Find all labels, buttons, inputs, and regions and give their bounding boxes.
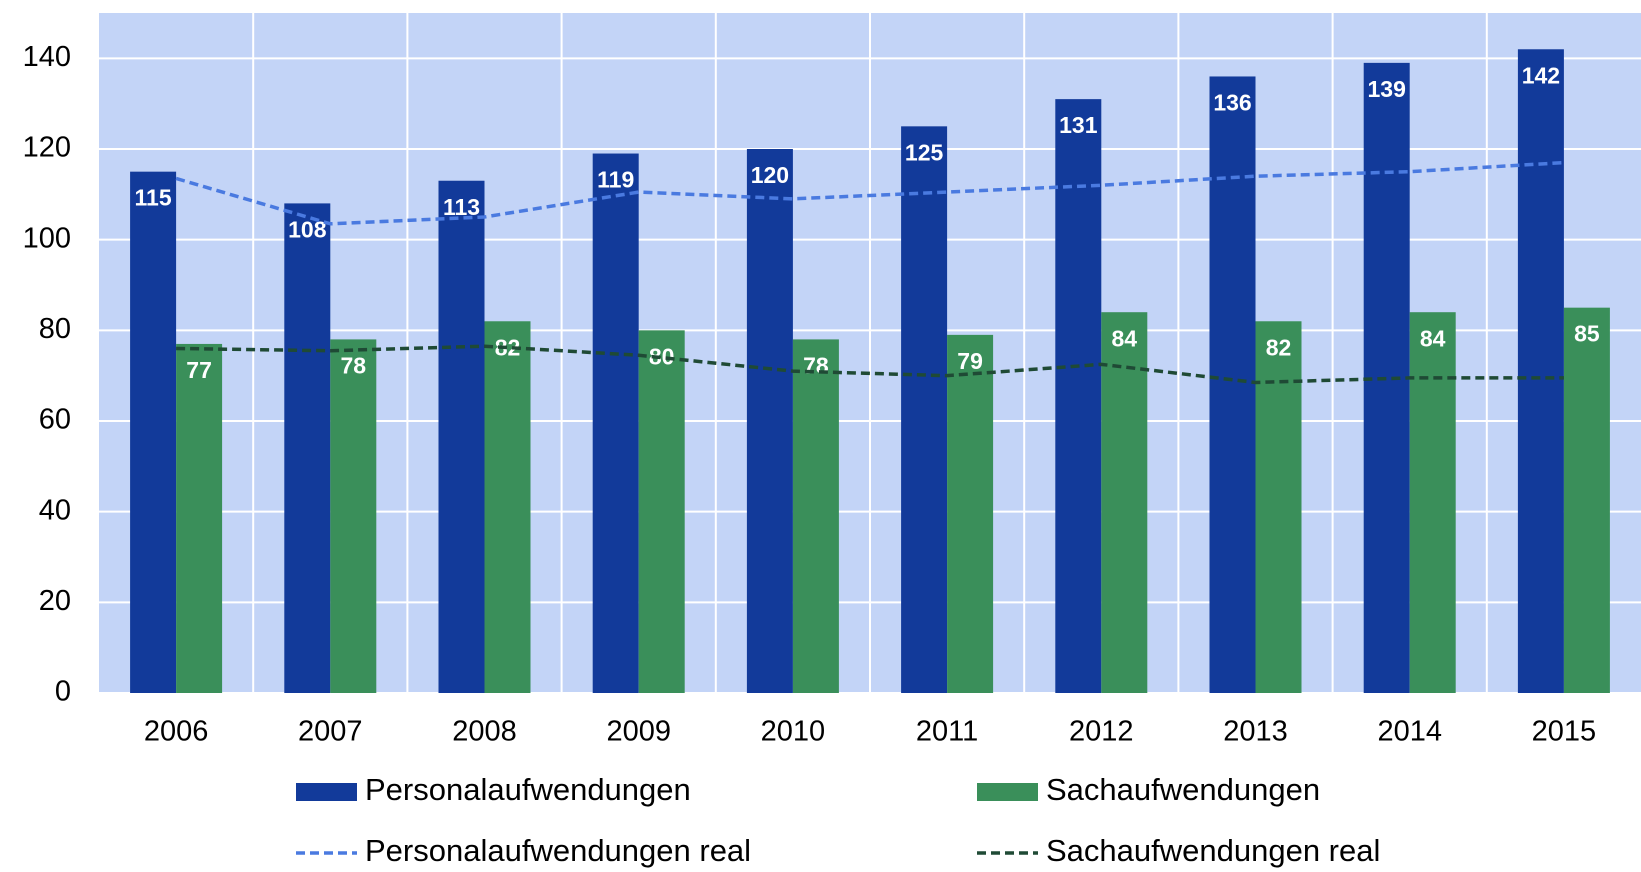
- legend-label: Personalaufwendungen: [365, 772, 691, 807]
- legend-label: Personalaufwendungen real: [365, 833, 751, 868]
- value-label: 84: [1112, 325, 1138, 351]
- y-tick-label: 40: [39, 494, 71, 526]
- bar: [592, 153, 639, 694]
- x-tick-label: 2010: [761, 716, 826, 748]
- bar: [176, 343, 223, 693]
- bar: [1517, 49, 1564, 694]
- value-label: 77: [186, 357, 212, 383]
- x-tick-label: 2006: [144, 716, 209, 748]
- x-tick-label: 2012: [1069, 716, 1134, 748]
- legend-label: Sachaufwendungen real: [1046, 833, 1380, 868]
- value-label: 84: [1420, 325, 1446, 351]
- value-label: 139: [1368, 76, 1406, 102]
- value-label: 131: [1059, 112, 1098, 138]
- bar: [1055, 99, 1102, 694]
- bar: [901, 126, 948, 694]
- value-label: 78: [803, 352, 829, 378]
- value-label: 85: [1574, 321, 1600, 347]
- x-tick-label: 2013: [1223, 716, 1288, 748]
- y-tick-label: 100: [23, 222, 71, 254]
- value-label: 115: [135, 185, 172, 211]
- x-tick-label: 2014: [1377, 716, 1442, 748]
- x-tick-label: 2007: [298, 716, 363, 748]
- x-tick-label: 2009: [606, 716, 671, 748]
- x-tick-label: 2011: [916, 716, 978, 748]
- y-tick-label: 0: [55, 676, 71, 708]
- x-tick-label: 2008: [452, 716, 517, 748]
- bar: [130, 171, 177, 693]
- bar: [1101, 312, 1148, 693]
- value-label: 79: [957, 348, 983, 374]
- bar: [330, 339, 377, 693]
- bar: [792, 339, 839, 693]
- value-label: 142: [1522, 62, 1560, 88]
- y-tick-label: 80: [39, 313, 71, 345]
- bar: [1563, 307, 1610, 693]
- value-label: 78: [341, 352, 367, 378]
- value-label: 113: [443, 194, 480, 220]
- value-label: 119: [597, 167, 634, 193]
- line: [175, 160, 1565, 226]
- x-tick-label: 2015: [1532, 716, 1597, 748]
- bar: [1409, 312, 1456, 693]
- bar: [284, 203, 331, 693]
- legend-swatch: [977, 783, 1038, 801]
- y-tick-label: 20: [39, 585, 71, 617]
- bar: [484, 321, 531, 693]
- legend-label: Sachaufwendungen: [1046, 772, 1320, 807]
- bar: [438, 180, 485, 693]
- y-tick-label: 60: [39, 404, 71, 436]
- bar: [947, 334, 994, 693]
- line: [176, 344, 1564, 385]
- bar: [746, 149, 793, 693]
- y-tick-label: 140: [23, 41, 71, 73]
- value-label: 120: [751, 162, 789, 188]
- y-tick-label: 120: [23, 132, 71, 164]
- bar: [1209, 76, 1256, 693]
- bar: [1255, 321, 1302, 693]
- legend-swatch: [296, 783, 357, 801]
- bar: [638, 330, 685, 693]
- value-label: 82: [1266, 334, 1292, 360]
- value-label: 136: [1213, 90, 1251, 116]
- value-label: 125: [905, 139, 944, 165]
- value-label: 108: [288, 216, 327, 242]
